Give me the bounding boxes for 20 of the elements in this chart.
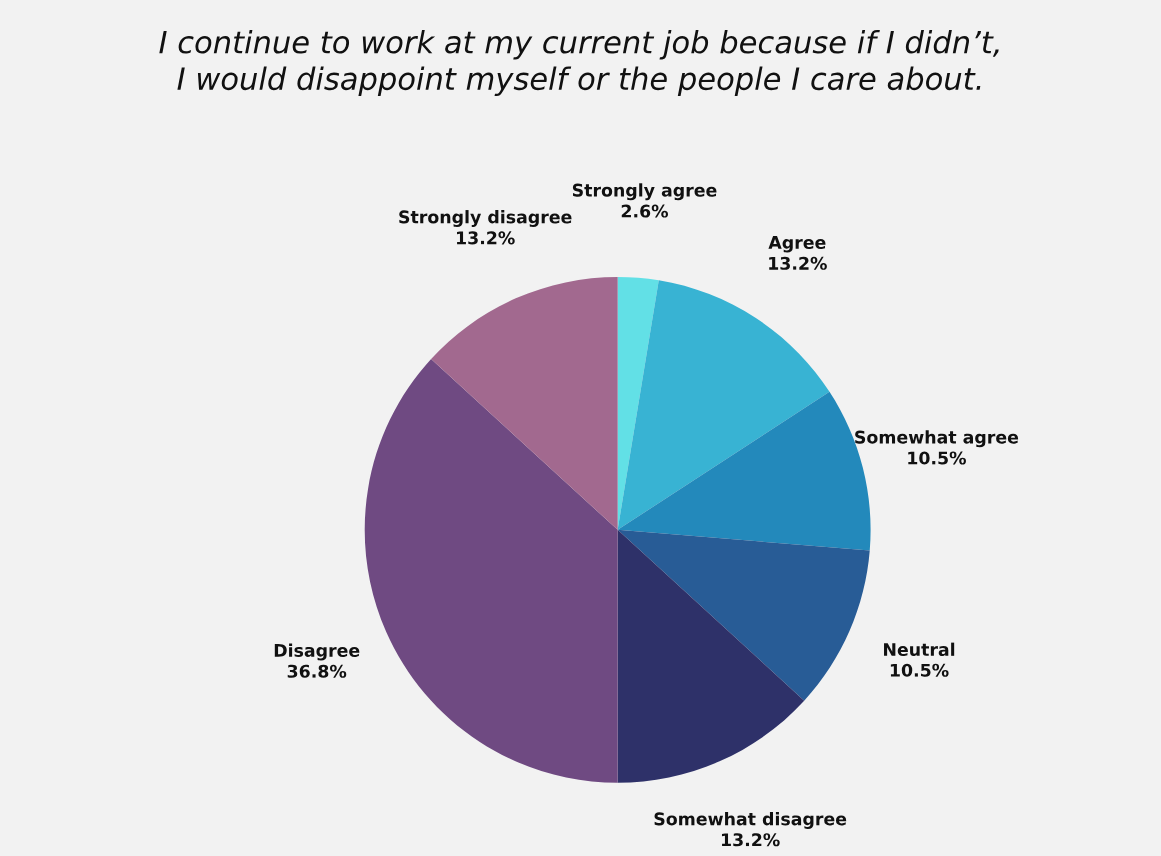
slice-label: Disagree	[274, 643, 360, 661]
pie-slice	[617, 529, 870, 701]
pie-slice	[364, 359, 618, 783]
slice-label: Strongly agree	[572, 183, 717, 201]
data-label: 36.8%	[287, 664, 347, 678]
data-label: 13.2%	[457, 231, 515, 245]
data-label: 13.2%	[769, 256, 827, 270]
pie-slice	[431, 276, 618, 530]
slice-label: Somewhat disagree	[654, 811, 847, 829]
data-label: 13.2%	[721, 833, 780, 847]
data-label: 10.5%	[908, 451, 966, 465]
slice-label: Agree	[768, 236, 826, 253]
pie-slice	[617, 280, 830, 530]
slice-label: Neutral	[884, 642, 955, 657]
slice-label: Strongly disagree	[399, 210, 572, 227]
data-label: 10.5%	[890, 663, 949, 677]
pie-slice	[617, 529, 805, 783]
slice-label: Somewhat agree	[855, 430, 1019, 448]
data-label: 2.6%	[621, 204, 668, 218]
chart-title: I continue to work at my current job because if I didn’t, I would disappoint myself or the people I care about.	[159, 29, 999, 97]
